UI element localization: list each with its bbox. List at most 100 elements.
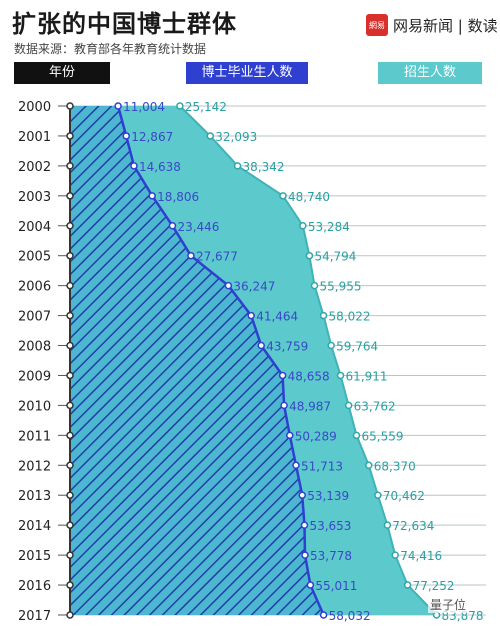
enrollment-data-label: 77,252: [413, 579, 455, 593]
graduates-point: [306, 581, 315, 589]
enrollment-point: [299, 222, 307, 230]
year-point: [66, 581, 74, 589]
year-label: 2000: [18, 100, 51, 115]
graduates-point: [319, 611, 328, 619]
enrollment-point: [279, 192, 287, 200]
year-label: 2003: [18, 190, 51, 205]
year-label: 2014: [18, 519, 51, 534]
graduates-data-label: 50,289: [295, 429, 337, 443]
graduates-point: [300, 521, 309, 529]
netease-logo-text: 网易新闻 | 数读: [393, 16, 498, 35]
graduates-point: [114, 102, 122, 110]
watermark: 量子位: [428, 596, 469, 613]
year-point: [66, 401, 74, 410]
enrollment-data-label: 38,342: [243, 160, 285, 174]
year-label: 2006: [18, 280, 51, 295]
enrollment-data-label: 72,634: [392, 519, 434, 533]
legend-enrollment: 招生人数: [378, 62, 482, 84]
graduates-data-label: 11,004: [123, 100, 165, 114]
graduates-point: [148, 192, 156, 200]
graduates-point: [286, 431, 294, 440]
enrollment-line: [179, 105, 438, 616]
year-point: [66, 611, 74, 619]
year-point: [66, 341, 74, 350]
graduates-data-label: 53,139: [307, 489, 349, 503]
graduates-data-label: 14,638: [139, 160, 181, 174]
year-point: [66, 281, 74, 290]
graduates-point: [298, 491, 306, 499]
year-point: [66, 371, 74, 380]
netease-logo: 網易 网易新闻 | 数读: [366, 14, 498, 36]
enrollment-data-label: 59,764: [336, 340, 378, 354]
year-point: [66, 551, 74, 559]
enrollment-point: [344, 401, 353, 410]
chart-title: 扩张的中国博士群体: [12, 10, 237, 38]
graduates-point: [278, 371, 287, 380]
graduates-data-label: 43,759: [266, 340, 308, 354]
chart-source: 数据来源：教育部各年教育统计数据: [14, 42, 207, 56]
graduates-point: [247, 311, 255, 320]
year-point: [66, 222, 74, 230]
netease-logo-icon: 網易: [366, 14, 388, 36]
year-label: 2002: [18, 160, 51, 175]
graduates-data-label: 48,658: [288, 369, 330, 383]
year-label: 2012: [18, 459, 51, 474]
graduates-data-label: 12,867: [131, 130, 173, 144]
year-point: [66, 251, 74, 260]
year-label: 2010: [18, 399, 51, 414]
year-point: [66, 431, 74, 440]
graduates-data-label: 55,011: [315, 579, 357, 593]
year-label: 2008: [18, 340, 51, 355]
graduates-point: [187, 251, 195, 260]
enrollment-point: [365, 461, 373, 470]
enrollment-point: [352, 431, 361, 440]
year-point: [66, 192, 74, 200]
enrollment-data-label: 53,284: [308, 220, 350, 234]
graduates-data-label: 18,806: [157, 190, 199, 204]
graduates-data-label: 36,247: [233, 280, 275, 294]
year-point: [66, 102, 74, 110]
enrollment-data-label: 55,955: [320, 280, 362, 294]
year-label: 2009: [18, 369, 51, 384]
enrollment-point: [336, 371, 345, 380]
enrollment-point: [233, 162, 242, 170]
year-point: [66, 132, 74, 140]
enrollment-data-label: 63,762: [354, 399, 396, 413]
enrollment-point: [403, 581, 412, 589]
enrollment-point: [305, 251, 314, 260]
enrollment-point: [327, 341, 335, 350]
graduates-point: [122, 132, 130, 140]
graduates-point: [224, 281, 233, 290]
graduates-data-label: 51,713: [301, 459, 343, 473]
graduates-point: [301, 551, 309, 559]
enrollment-data-label: 68,370: [374, 459, 416, 473]
graduates-data-label: 27,677: [196, 250, 238, 264]
enrollment-point: [206, 132, 214, 140]
graduates-point: [130, 162, 138, 170]
year-label: 2016: [18, 579, 51, 594]
enrollment-data-label: 32,093: [215, 130, 257, 144]
graduates-line: [116, 105, 325, 616]
year-label: 2015: [18, 549, 51, 564]
year-label: 2011: [18, 429, 51, 444]
year-label: 2005: [18, 250, 51, 265]
graduates-data-label: 41,464: [256, 310, 298, 324]
enrollment-point: [374, 491, 382, 499]
enrollment-point: [383, 521, 392, 529]
year-label: 2004: [18, 220, 51, 235]
enrollment-data-label: 65,559: [361, 429, 403, 443]
enrollment-data-label: 48,740: [288, 190, 330, 204]
graduates-point: [168, 222, 177, 230]
year-point: [66, 491, 74, 499]
year-point: [66, 162, 74, 170]
enrollment-point: [176, 102, 184, 110]
graduates-point: [280, 401, 288, 410]
year-point: [66, 461, 74, 470]
enrollment-data-label: 70,462: [383, 489, 425, 503]
graduates-data-label: 23,446: [177, 220, 219, 234]
enrollment-data-label: 54,794: [314, 250, 356, 264]
enrollment-data-label: 61,911: [346, 369, 388, 383]
year-label: 2013: [18, 489, 51, 504]
year-point: [66, 521, 74, 529]
